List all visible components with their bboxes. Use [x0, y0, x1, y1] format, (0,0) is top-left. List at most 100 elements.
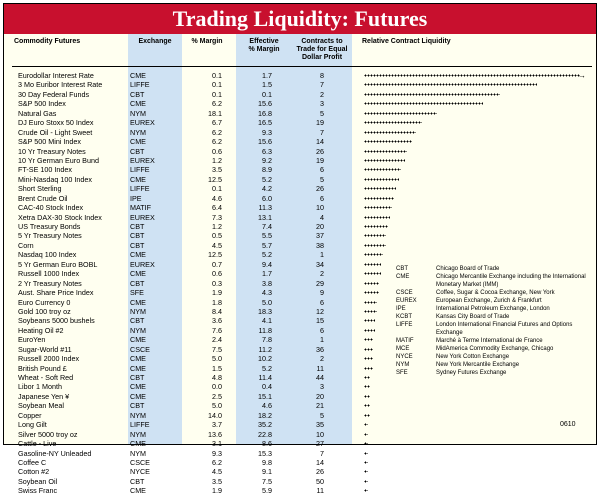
liquidity-bar [364, 309, 377, 313]
legend-item: MATIF Marché à Terme International de Fra… [396, 337, 592, 345]
legend-item: CME Chicago Mercantile Exchange including… [396, 273, 592, 289]
effective-margin-value: 0.4 [262, 382, 272, 392]
exchange-code: NYM [130, 410, 146, 420]
table-row: Wheat - Soft Red CBT 4.8 11.4 44 [4, 373, 596, 382]
exchange-code: CBT [130, 89, 145, 99]
exchange-code: IPE [130, 193, 142, 203]
table-row: US Treasury Bonds CBT 1.2 7.4 20 [4, 222, 596, 231]
effective-margin-value: 5.2 [262, 363, 272, 373]
effective-margin-value: 15.6 [258, 99, 272, 109]
liquidity-bar [364, 432, 368, 436]
legend-item: EUREX European Exchange, Zurich & Frankfu… [396, 297, 592, 305]
contracts-value: 11 [316, 363, 324, 373]
liquidity-bar [364, 413, 370, 417]
commodity-name: 5 Yr German Euro BOBL [18, 259, 98, 269]
footer-code: 0610 [560, 421, 576, 428]
header-commodity: Commodity Futures [14, 38, 81, 45]
table-row: 10 Yr German Euro Bund EUREX 1.2 9.2 19 [4, 156, 596, 165]
exchange-code: CME [130, 250, 146, 260]
exchange-code: LIFFE [130, 184, 150, 194]
margin-value: 1.2 [212, 222, 222, 231]
exchange-code: CBT [130, 240, 145, 250]
table-row: Natural Gas NYM 18.1 16.8 5 [4, 109, 596, 118]
legend-code: EUREX [396, 298, 417, 304]
exchange-code: CME [130, 71, 146, 80]
margin-value: 0.1 [212, 80, 222, 90]
contracts-value: 5 [320, 108, 324, 118]
legend-description: MidAmerica Commodity Exchange, Chicago [436, 346, 554, 352]
table-row: DJ Euro Stoxx 50 Index EUREX 6.7 16.5 19 [4, 118, 596, 127]
commodity-name: Xetra DAX-30 Stock Index [18, 212, 102, 222]
margin-value: 3.5 [212, 165, 222, 175]
table-row: Libor 1 Month CME 0.0 0.4 3 [4, 382, 596, 391]
effective-margin-value: 15.3 [258, 448, 272, 458]
margin-value: 6.2 [212, 457, 222, 467]
commodity-name: Long Gilt [18, 420, 47, 430]
effective-margin-value: 9.4 [262, 259, 272, 269]
contracts-value: 6 [320, 193, 324, 203]
effective-margin-value: 18.2 [258, 410, 272, 420]
header-contracts-line2: Trade for Equal [296, 46, 348, 53]
contracts-value: 20 [316, 391, 324, 401]
commodity-name: Gasoline-NY Unleaded [18, 448, 92, 458]
liquidity-bar [364, 376, 370, 379]
liquidity-bar [364, 291, 379, 295]
exchange-code: NYM [130, 108, 146, 118]
liquidity-bar [364, 470, 368, 474]
effective-margin-value: 1.7 [262, 71, 272, 80]
table-row: EuroYen CME 2.4 7.8 1 [4, 335, 596, 344]
effective-margin-value: 22.8 [258, 429, 272, 439]
contracts-value: 8 [320, 71, 324, 80]
contracts-value: 34 [316, 259, 324, 269]
exchange-code: NYCE [130, 467, 150, 477]
margin-value: 4.5 [212, 467, 222, 477]
header-exchange: Exchange [138, 38, 172, 45]
effective-margin-value: 5.2 [262, 250, 272, 260]
table-row: Aust. Share Price Index SFE 1.9 4.3 9 [4, 288, 596, 297]
commodity-name: Soybeans 5000 bushels [18, 316, 95, 326]
commodity-name: DJ Euro Stoxx 50 Index [18, 118, 94, 128]
exchange-code: NYM [130, 306, 146, 316]
commodity-name: Soybean Meal [18, 401, 64, 411]
exchange-code: CBT [130, 401, 145, 411]
effective-margin-value: 11.3 [258, 203, 272, 213]
effective-margin-value: 5.0 [262, 297, 272, 307]
table-row: 30 Day Federal Funds CBT 0.1 0.1 2 [4, 90, 596, 99]
liquidity-bar [364, 442, 368, 446]
table-row: Silver 5000 troy oz NYM 13.6 22.8 10 [4, 430, 596, 439]
margin-value: 2.5 [212, 391, 222, 401]
commodity-name: US Treasury Bonds [18, 222, 81, 231]
table-row: Sugar-World #11 CSCE 7.5 11.2 36 [4, 345, 596, 354]
table-row: Mini-Nasdaq 100 Index CME 12.5 5.2 5 [4, 175, 596, 184]
margin-value: 5.0 [212, 354, 222, 364]
table-row: 5 Yr Treasury Notes CBT 0.5 5.5 37 [4, 231, 596, 240]
contracts-value: 6 [320, 165, 324, 175]
margin-value: 18.1 [208, 108, 222, 118]
contracts-value: 35 [316, 420, 324, 430]
margin-value: 0.6 [212, 269, 222, 279]
legend-description: New York Mercantile Exchange [436, 362, 520, 368]
margin-value: 6.4 [212, 203, 222, 213]
legend-item: CBT Chicago Board of Trade [396, 265, 592, 273]
margin-value: 7.5 [212, 344, 222, 354]
margin-value: 4.6 [212, 193, 222, 203]
liquidity-bar [364, 357, 373, 361]
exchange-code: CME [130, 137, 146, 147]
legend-description: Kansas City Board of Trade [436, 314, 510, 320]
effective-margin-value: 9.3 [262, 127, 272, 137]
effective-margin-value: 4.2 [262, 184, 272, 194]
commodity-name: Sugar-World #11 [18, 344, 72, 354]
header-effective-line2: % Margin [248, 46, 280, 53]
header-liquidity: Relative Contract Liquidity [362, 38, 451, 45]
contracts-value: 11 [316, 486, 324, 496]
liquidity-bar [364, 338, 373, 342]
exchange-code: CSCE [130, 344, 150, 354]
liquidity-bar [364, 215, 390, 219]
effective-margin-value: 4.6 [262, 401, 272, 411]
contracts-value: 7 [320, 80, 324, 90]
liquidity-bar [364, 196, 394, 200]
commodity-name: Brent Crude Oil [18, 193, 68, 203]
table-row: S&P 500 Mini Index CME 6.2 15.6 14 [4, 137, 596, 146]
table-row: Short Sterling LIFFE 0.1 4.2 26 [4, 184, 596, 193]
contracts-value: 2 [320, 269, 324, 279]
